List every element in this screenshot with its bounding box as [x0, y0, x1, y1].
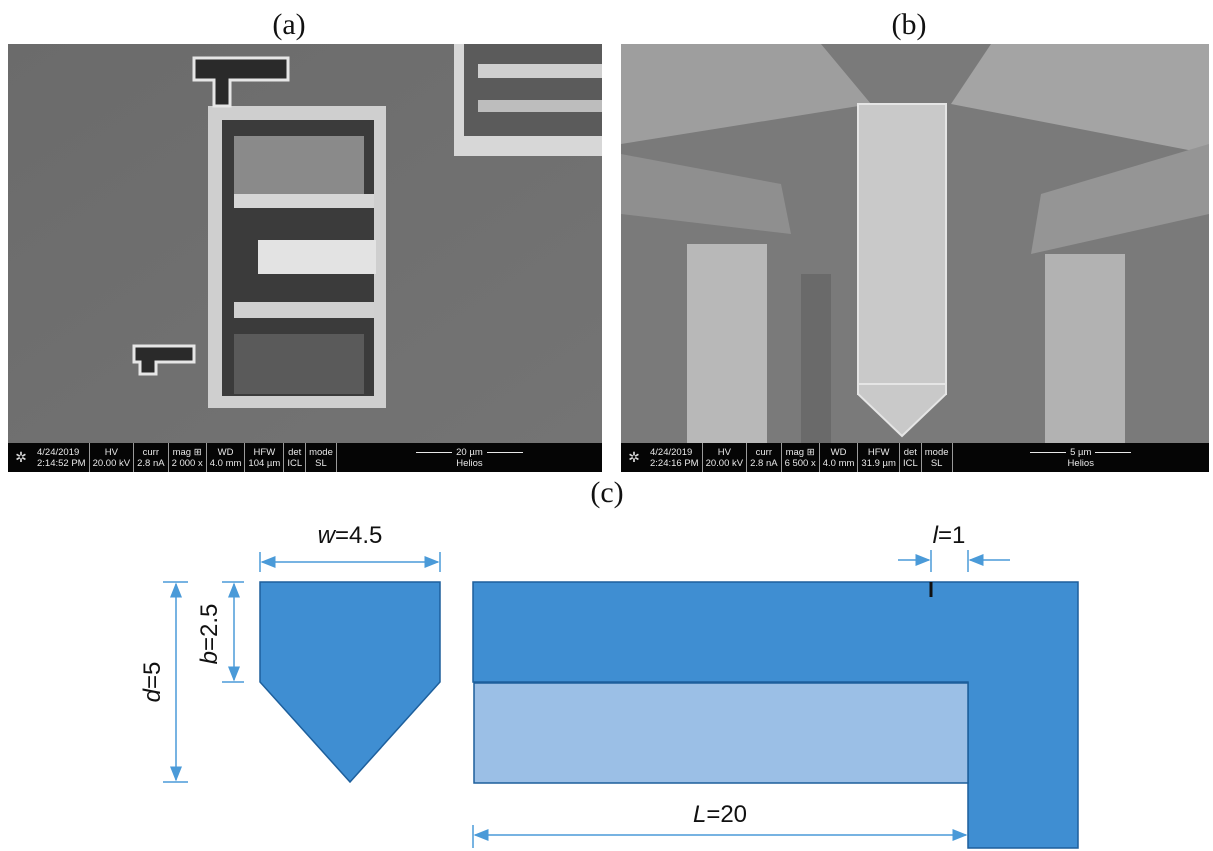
sem-b-time: 2:24:16 PM: [650, 457, 699, 469]
sem-image-b-micrograph: [621, 44, 1209, 444]
sem-b-curr-value: 2.8 nA: [750, 457, 778, 469]
w-label: w=4.5: [318, 522, 383, 549]
sem-b-det-label: det: [903, 446, 917, 458]
sem-a-instrument: Helios: [456, 457, 483, 469]
panel-c-label: (c): [590, 476, 624, 509]
sem-a-hv-label: HV: [104, 446, 118, 458]
sem-b-scale-label: 5 µm: [1070, 446, 1092, 458]
sem-b-instrument: Helios: [1067, 457, 1094, 469]
l-label: l=1: [933, 522, 966, 549]
sem-a-det-value: ICL: [287, 457, 303, 469]
sem-a-curr-value: 2.8 nA: [137, 457, 165, 469]
sem-b-mag-value: 6 500 x: [784, 457, 816, 469]
sem-a-scale-bar: 20 µm: [416, 447, 523, 458]
panel-b-label: (b): [891, 8, 927, 41]
sem-a-hfw-value: 104 µm: [248, 457, 281, 469]
sem-a-wd-value: 4.0 mm: [209, 457, 242, 469]
sem-b-wd-value: 4.0 mm: [822, 457, 855, 469]
beam-cross-section: [259, 581, 441, 784]
panel-a-label: (a): [272, 8, 306, 41]
sem-a-mag-value: 2 000 x: [171, 457, 203, 469]
sem-b-mode-label: mode: [924, 446, 949, 458]
sem-b-hv-value: 20.00 kV: [705, 457, 744, 469]
sem-a-mag-label: mag ⊞: [172, 446, 202, 458]
sem-b-date: 4/24/2019: [650, 446, 693, 458]
sem-a-wd-label: WD: [217, 446, 234, 458]
sem-a-scale-label: 20 µm: [456, 446, 483, 458]
fei-logo-icon: ✲: [15, 449, 27, 465]
sem-a-databar: ✲ 4/24/2019 2:14:52 PM HV 20.00 kV curr 2.8…: [8, 443, 602, 472]
sem-a-time: 2:14:52 PM: [37, 457, 86, 469]
sem-a-curr-label: curr: [142, 446, 160, 458]
d-label: d=5: [139, 662, 166, 703]
sem-b-scale-bar: 5 µm: [1030, 446, 1132, 458]
L-label: L=20: [693, 801, 747, 828]
sem-b-det-value: ICL: [902, 457, 918, 469]
sem-a-hfw-label: HFW: [253, 446, 276, 458]
sem-b-curr-label: curr: [755, 446, 773, 458]
b-label: b=2.5: [196, 604, 223, 665]
sem-b-mode-value: SL: [930, 457, 943, 469]
sem-a-mode-label: mode: [309, 446, 333, 458]
sem-image-a: ✲ 4/24/2019 2:14:52 PM HV 20.00 kV curr 2.8…: [8, 44, 602, 472]
cantilever-diagram: w=4.5 d=5 b=2.5 l=1 L=20: [139, 522, 1079, 849]
gap-region: [473, 682, 969, 784]
sem-a-date: 4/24/2019: [37, 446, 80, 458]
sem-b-databar: ✲ 4/24/2019 2:24:16 PM HV 20.00 kV curr 2.8…: [621, 443, 1209, 472]
sem-b-hv-label: HV: [717, 446, 731, 458]
sem-a-hv-value: 20.00 kV: [92, 457, 131, 469]
sem-b-mag-label: mag ⊞: [785, 446, 815, 458]
fei-logo-icon: ✲: [628, 449, 640, 465]
sem-b-hfw-value: 31.9 µm: [861, 457, 896, 469]
sem-image-b: ✲ 4/24/2019 2:24:16 PM HV 20.00 kV curr 2.8…: [621, 44, 1209, 472]
sem-b-hfw-label: HFW: [867, 446, 890, 458]
sem-a-mode-value: SL: [315, 457, 327, 469]
sem-b-wd-label: WD: [830, 446, 847, 458]
sem-a-det-label: det: [288, 446, 302, 458]
cantilever-beam: [472, 581, 1079, 849]
sem-image-a-micrograph: [8, 44, 602, 444]
